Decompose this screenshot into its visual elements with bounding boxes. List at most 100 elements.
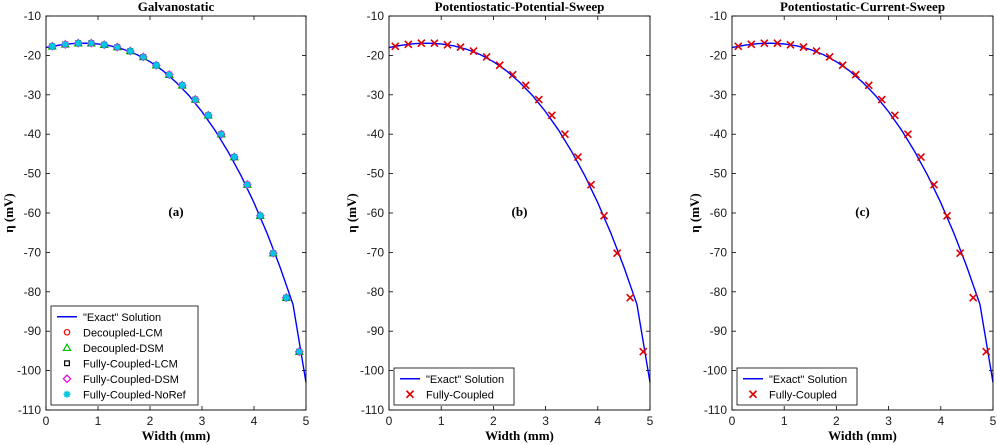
y-axis-label: η (mV) — [687, 193, 702, 233]
marker-x — [534, 95, 543, 104]
legend-label: "Exact" Solution — [769, 374, 847, 386]
x-tick-label: 4 — [594, 414, 601, 428]
marker-x — [747, 40, 756, 49]
x-tick-label: 0 — [43, 414, 50, 428]
legend: "Exact" Solution Decoupled-LCM Decoupled-D… — [50, 305, 199, 406]
y-tick-label: -90 — [24, 324, 42, 338]
marker-star — [217, 130, 225, 138]
legend-marker-x — [748, 390, 758, 399]
y-tick-label: -40 — [24, 127, 42, 141]
marker-x — [734, 42, 743, 51]
marker-x — [929, 180, 939, 189]
x-tick-label: 3 — [199, 414, 206, 428]
marker-x — [521, 81, 530, 90]
legend-box — [393, 367, 515, 406]
y-tick-label: -20 — [710, 48, 728, 62]
x-tick-label: 5 — [303, 414, 310, 428]
legend-marker-diamond — [62, 374, 72, 384]
marker-x — [639, 347, 648, 356]
legend: "Exact" Solution Fully-Coupled — [736, 367, 858, 406]
marker-star — [178, 81, 186, 89]
panel-label: (a) — [168, 204, 183, 219]
marker-star — [269, 249, 277, 257]
marker-x — [508, 70, 517, 79]
marker-x — [773, 39, 782, 48]
y-tick-label: -100 — [17, 364, 41, 378]
marker-x — [851, 70, 860, 79]
marker-x — [864, 81, 873, 90]
marker-x — [391, 42, 400, 51]
y-tick-label: -70 — [24, 245, 42, 259]
y-tick-label: -90 — [367, 324, 385, 338]
marker-star — [100, 41, 108, 49]
panel-label: (c) — [855, 204, 869, 219]
marker-x — [812, 47, 821, 56]
marker-x — [956, 249, 965, 258]
x-axis-label: Width (mm) — [142, 428, 211, 443]
legend-label: Fully-Coupled — [769, 389, 837, 401]
legend: "Exact" Solution Fully-Coupled — [393, 367, 515, 406]
marker-x — [430, 39, 439, 48]
y-tick-label: -90 — [710, 324, 728, 338]
legend-box — [50, 305, 199, 406]
marker-star — [126, 47, 134, 55]
legend-box — [736, 367, 858, 406]
legend-label: "Exact" Solution — [83, 312, 161, 324]
y-tick-label: -30 — [367, 88, 385, 102]
y-tick-label: -80 — [710, 285, 728, 299]
y-tick-label: -70 — [710, 245, 728, 259]
marker-x — [760, 39, 769, 48]
marker-star — [191, 95, 199, 104]
x-tick-label: 3 — [542, 414, 549, 428]
marker-star — [295, 348, 303, 356]
marker-star — [152, 61, 160, 69]
y-tick-label: -70 — [367, 245, 385, 259]
legend-label: "Exact" Solution — [426, 374, 504, 386]
y-tick-label: -60 — [367, 206, 385, 220]
marker-star — [113, 43, 121, 51]
marker-x — [482, 52, 491, 62]
y-tick-label: -50 — [367, 167, 385, 181]
marker-star — [48, 42, 56, 50]
y-axis-label: η (mV) — [344, 193, 359, 233]
y-tick-label: -80 — [24, 285, 42, 299]
x-tick-label: 0 — [729, 414, 736, 428]
axes-frame — [731, 15, 994, 411]
marker-x — [838, 61, 847, 70]
y-tick-label: -60 — [24, 206, 42, 220]
axes-frame — [45, 15, 307, 411]
marker-x — [586, 180, 596, 189]
y-tick-label: -10 — [710, 9, 728, 23]
x-tick-label: 4 — [251, 414, 258, 428]
marker-x — [443, 40, 452, 49]
x-tick-label: 2 — [490, 414, 497, 428]
marker-star — [61, 40, 69, 48]
y-tick-label: -10 — [367, 9, 385, 23]
x-axis-label: Width (mm) — [485, 428, 554, 443]
legend-label: Decoupled-DSM — [83, 343, 164, 355]
y-tick-label: -100 — [360, 364, 384, 378]
marker-x — [890, 111, 899, 120]
marker-x — [573, 152, 583, 162]
y-axis-label: η (mV) — [1, 193, 16, 233]
marker-star — [243, 181, 251, 189]
marker-x — [626, 293, 635, 302]
y-tick-label: -10 — [24, 9, 42, 23]
marker-x — [547, 111, 556, 120]
marker-x — [613, 249, 622, 258]
marker-group — [47, 38, 304, 357]
marker-x — [417, 39, 426, 48]
legend-marker-triangle — [62, 342, 72, 352]
marker-x — [825, 52, 834, 62]
x-tick-label: 2 — [833, 414, 840, 428]
x-tick-label: 4 — [937, 414, 944, 428]
y-tick-label: -100 — [703, 364, 727, 378]
marker-x — [799, 43, 808, 52]
x-tick-label: 1 — [438, 414, 445, 428]
marker-x — [877, 95, 886, 104]
y-tick-label: -40 — [367, 127, 385, 141]
y-tick-label: -20 — [367, 48, 385, 62]
marker-x — [942, 211, 952, 220]
chart-panel-2: 0 1 2 3 4 5 -10 -20 -30 -40 -50 -60 -70 -80 -90 -100 -11… — [344, 0, 654, 443]
chart-title: Potentiostatic-Potential-Sweep — [435, 0, 605, 14]
